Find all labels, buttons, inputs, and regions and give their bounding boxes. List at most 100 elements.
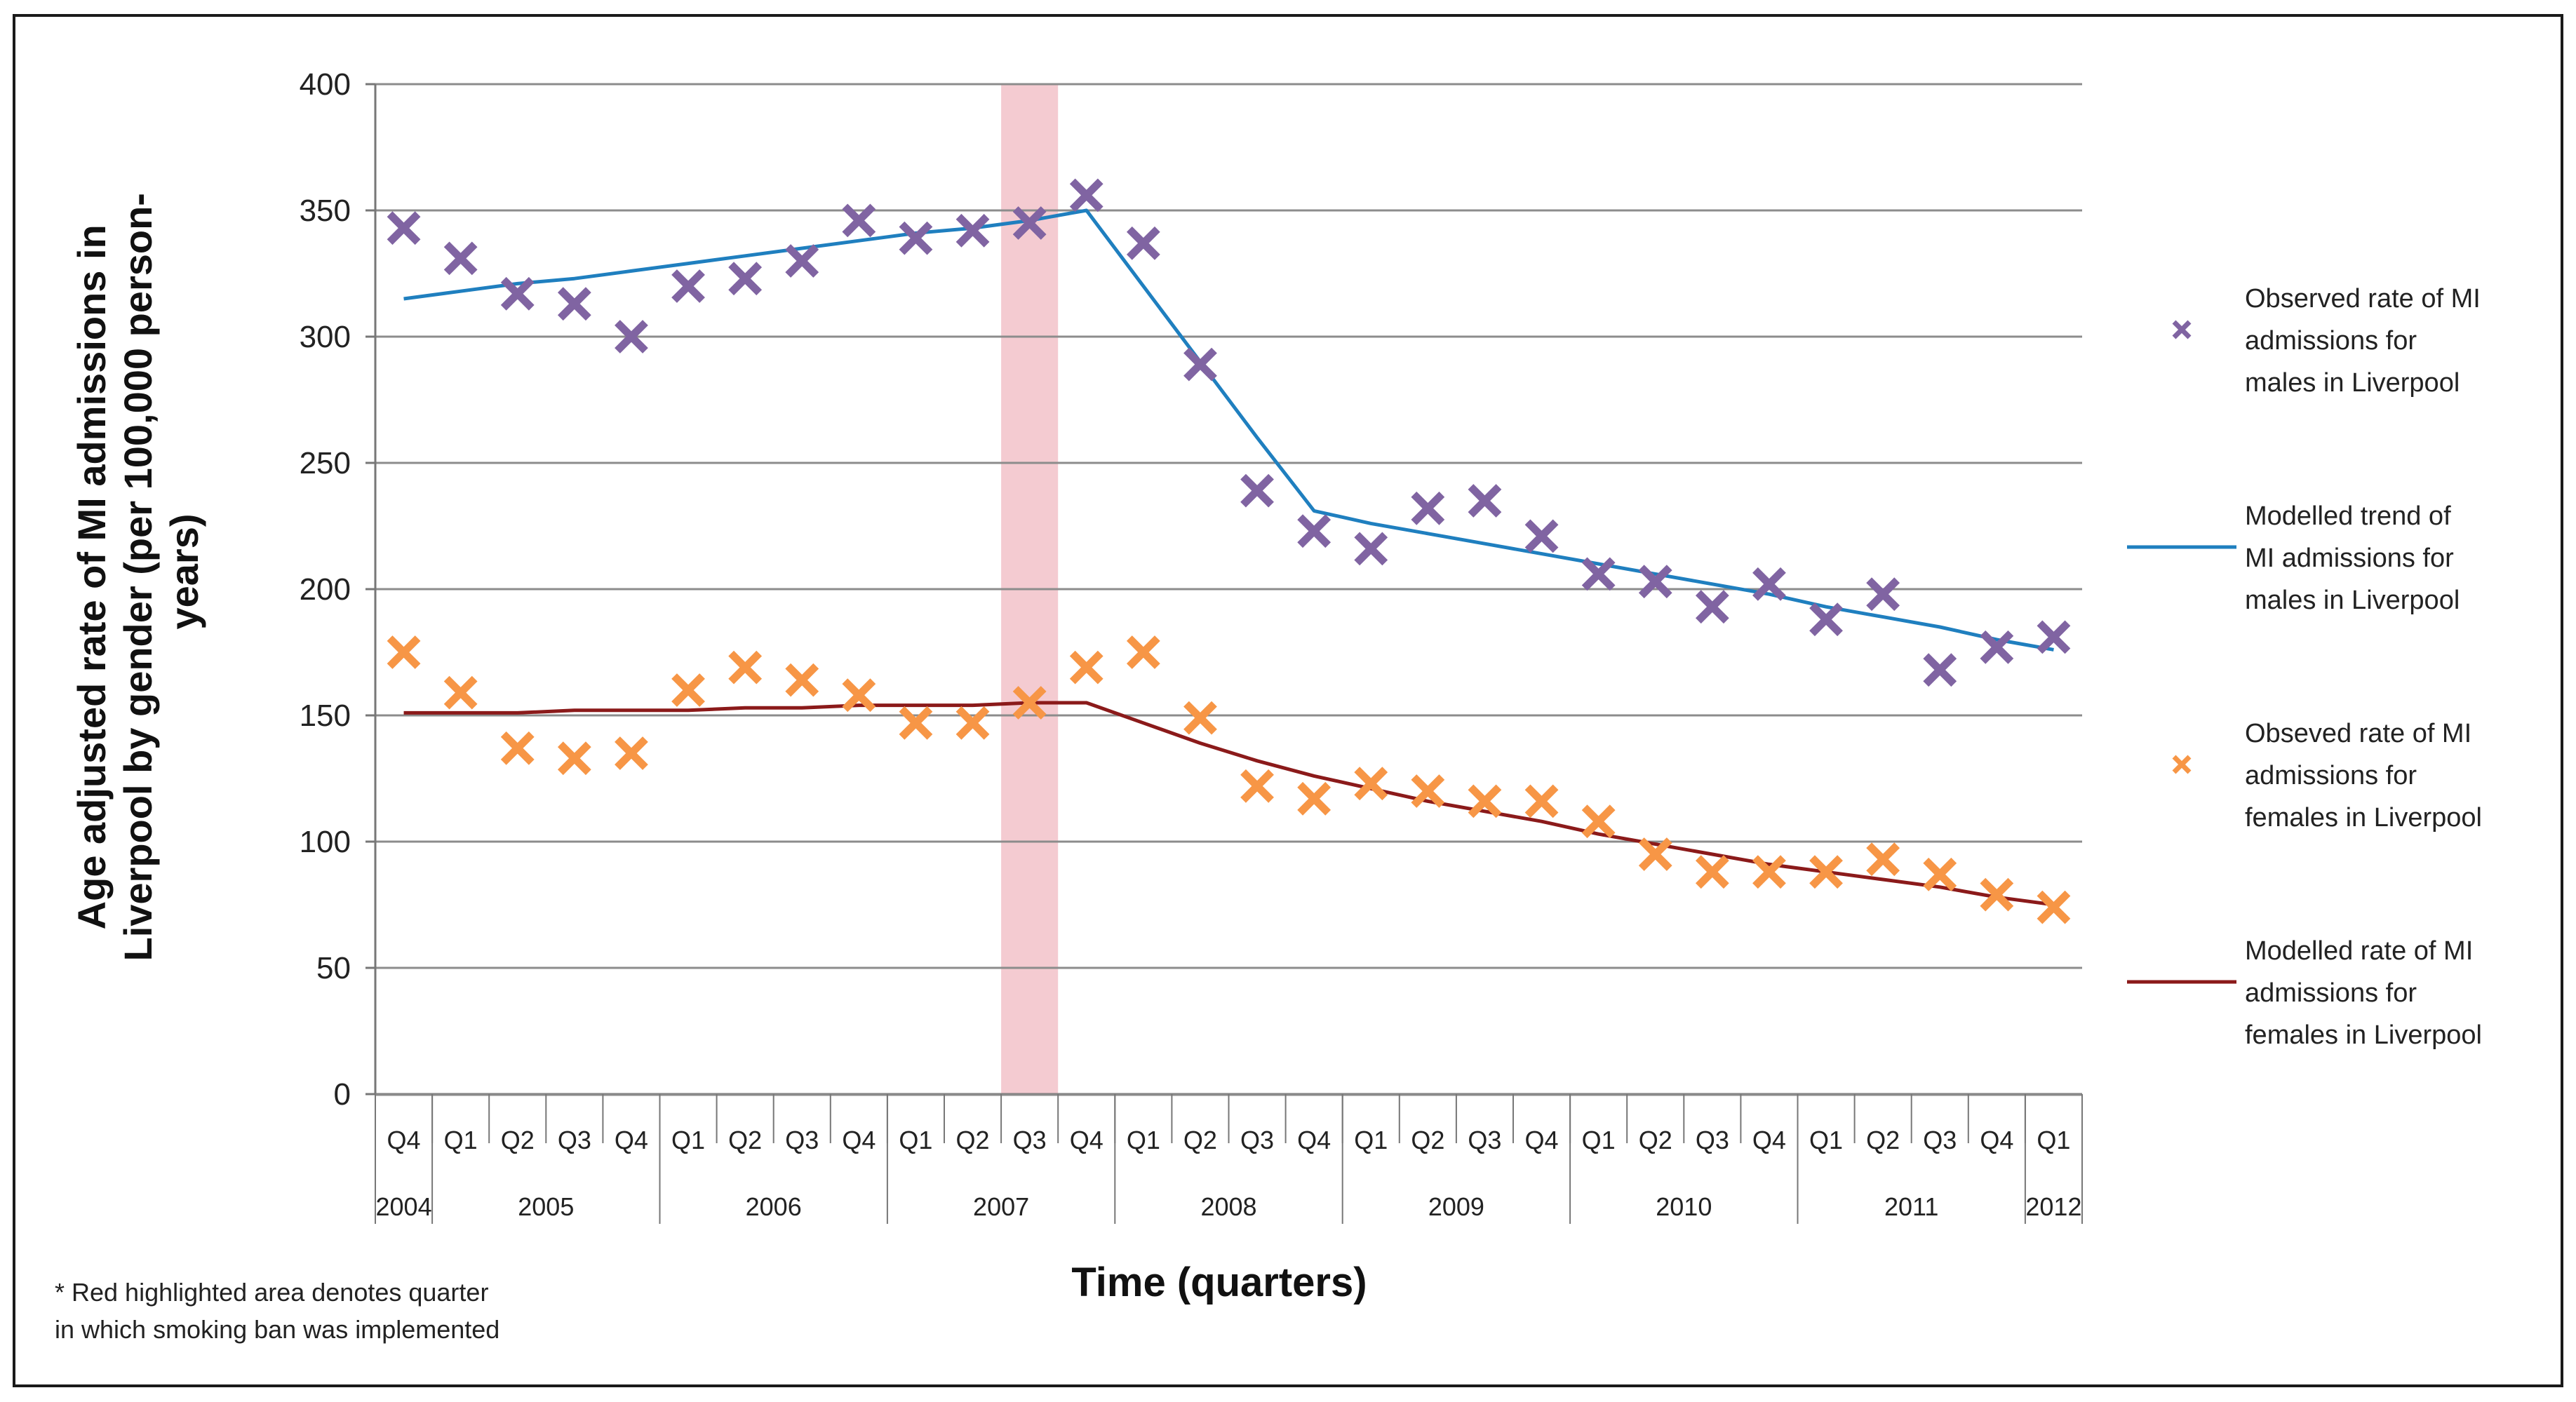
- y-tick-label: 400: [300, 67, 351, 102]
- data-point: [671, 673, 705, 707]
- data-point: [2037, 620, 2071, 654]
- data-point: [1581, 804, 1616, 839]
- x-quarter-label: Q1: [1809, 1126, 1843, 1154]
- x-quarter-label: Q3: [785, 1126, 819, 1154]
- data-point: [1069, 650, 1103, 685]
- data-point: [443, 241, 478, 276]
- x-quarter-label: Q4: [615, 1126, 648, 1154]
- y-axis-label-line-1: Age adjusted rate of MI admissions in: [69, 224, 114, 929]
- data-point: [1923, 857, 1957, 891]
- x-quarter-label: Q1: [444, 1126, 478, 1154]
- x-quarter-label: Q4: [1070, 1126, 1103, 1154]
- y-axis-label-line-3: years): [162, 513, 206, 629]
- data-point: [1752, 567, 1786, 601]
- data-point: [615, 320, 648, 353]
- x-year-label: 2008: [1200, 1192, 1256, 1221]
- data-point: [842, 203, 876, 238]
- x-year-label: 2011: [1884, 1192, 1938, 1221]
- series-line-1: [403, 208, 2054, 652]
- data-point: [1638, 837, 1672, 871]
- legend-label-4: admissions for: [2245, 978, 2417, 1008]
- y-tick-label: 350: [300, 194, 351, 228]
- data-point: [1411, 774, 1445, 808]
- data-point: [1524, 519, 1559, 553]
- data-point: [1411, 491, 1445, 525]
- x-quarter-label: Q3: [558, 1126, 591, 1154]
- x-quarter-label: Q1: [1127, 1126, 1160, 1154]
- data-point: [1297, 781, 1331, 816]
- data-point: [1468, 484, 1502, 518]
- data-point: [1012, 206, 1047, 240]
- x-quarter-label: Q2: [1183, 1126, 1217, 1154]
- x-quarter-label: Q1: [1354, 1126, 1388, 1154]
- data-point: [1923, 653, 1957, 687]
- x-quarter-label: Q3: [1696, 1126, 1729, 1154]
- x-quarter-label: Q4: [1297, 1126, 1331, 1154]
- x-quarter-label: Q2: [1411, 1126, 1444, 1154]
- x-quarter-label: Q2: [956, 1126, 990, 1154]
- x-quarter-label: Q1: [899, 1126, 932, 1154]
- legend-label-3: admissions for: [2245, 761, 2417, 790]
- data-point: [1980, 877, 2014, 912]
- x-quarter-label: Q4: [1980, 1126, 2013, 1154]
- x-quarter-label: Q1: [2037, 1126, 2070, 1154]
- y-tick-label: 250: [300, 446, 351, 480]
- gridlines: [375, 83, 2082, 969]
- data-point: [557, 741, 591, 776]
- x-quarter-label: Q3: [1013, 1126, 1047, 1154]
- series-scatter-2: [387, 635, 2071, 924]
- legend: Observed rate of MI admissions for males i…: [2127, 284, 2482, 1050]
- x-year-label: 2007: [973, 1192, 1029, 1221]
- data-point: [443, 675, 478, 710]
- data-point: [1695, 590, 1729, 624]
- legend-label-2: Modelled trend of: [2245, 501, 2451, 531]
- data-point: [1809, 855, 1843, 889]
- data-point: [1752, 855, 1786, 889]
- x-quarter-label: Q1: [671, 1126, 705, 1154]
- data-point: [1354, 767, 1388, 801]
- chart-frame: [13, 14, 2563, 1387]
- x-quarter-label: Q4: [842, 1126, 876, 1154]
- data-point: [1069, 178, 1103, 213]
- footnote-line-2: in which smoking ban was implemented: [55, 1315, 499, 1344]
- x-year-label: 2004: [376, 1192, 432, 1221]
- data-point: [1297, 514, 1331, 548]
- x-quarter-label: Q3: [1240, 1126, 1274, 1154]
- legend-label-1: males in Liverpool: [2245, 368, 2460, 398]
- data-point: [1240, 769, 1274, 803]
- y-tick-label: 0: [334, 1077, 351, 1112]
- series: [387, 178, 2071, 924]
- x-quarter-label: Q3: [1468, 1126, 1501, 1154]
- data-point: [1354, 532, 1388, 566]
- data-point: [1012, 686, 1047, 720]
- data-point: [1468, 784, 1502, 818]
- data-point: [500, 731, 535, 765]
- data-point: [1126, 635, 1160, 669]
- y-tick-label: 100: [300, 825, 351, 859]
- data-point: [728, 262, 763, 296]
- y-tick-label: 150: [300, 699, 351, 733]
- data-point: [1866, 842, 1900, 877]
- data-point: [899, 706, 933, 740]
- y-axis-label-line-2: Liverpool by gender (per 100,000 person-: [116, 193, 160, 961]
- x-quarter-label: Q4: [1525, 1126, 1559, 1154]
- x-year-label: 2010: [1656, 1192, 1712, 1221]
- data-point: [955, 706, 990, 740]
- x-axis-label: Time (quarters): [1071, 1260, 1367, 1305]
- data-point: [1581, 557, 1616, 591]
- x-year-label: 2005: [518, 1192, 574, 1221]
- axes: [365, 83, 2083, 1224]
- data-point: [728, 650, 763, 685]
- series-line-2: [403, 701, 2054, 907]
- legend-label-1: Observed rate of MI: [2245, 284, 2481, 314]
- data-point: [1809, 602, 1843, 637]
- y-tick-label: 300: [300, 320, 351, 354]
- legend-label-1: admissions for: [2245, 326, 2417, 356]
- y-tick-label: 50: [316, 951, 351, 985]
- x-quarter-label: Q4: [387, 1126, 421, 1154]
- data-point: [785, 244, 819, 278]
- data-point: [1126, 226, 1160, 260]
- footnote-line-1: * Red highlighted area denotes quarter: [55, 1278, 488, 1307]
- x-tick-labels: Q4 Q1 Q2 Q3 Q4 Q1 Q2 Q3 Q4 Q1 Q2 Q3 Q4 Q1 Q2 Q3 Q4 Q1 Q2 Q3…: [376, 1126, 2082, 1221]
